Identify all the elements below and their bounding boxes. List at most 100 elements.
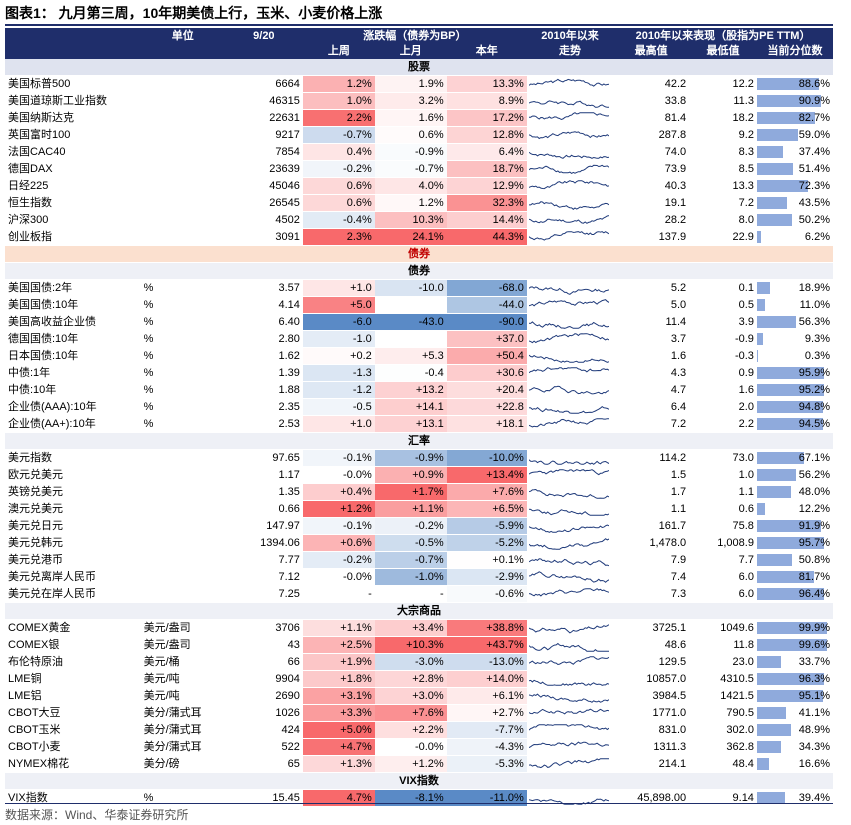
row-week-change: -1.0: [302, 330, 375, 348]
percentile-bar: [756, 197, 788, 209]
row-high: 114.2: [613, 449, 690, 467]
row-sparkline: [526, 738, 614, 756]
row-low: 13.3: [689, 177, 757, 195]
table-row: LME铝 美元/吨 2690 +3.1% +3.0% +6.1% 3984.5 1421.5 9…: [5, 687, 833, 705]
row-high: 4.3: [613, 364, 690, 382]
row-week-change: -1.2: [302, 381, 375, 399]
percentile-value: 50.8%: [798, 554, 830, 566]
row-low: 2.2: [689, 415, 757, 433]
percentile-bar: [756, 333, 764, 345]
row-ytd-change: -7.7%: [446, 721, 527, 739]
row-ytd-change: +14.0%: [446, 670, 527, 688]
percentile-value: 95.9%: [798, 367, 830, 379]
row-week-change: -0.2%: [302, 160, 375, 178]
row-percentile: 99.6%: [756, 636, 833, 654]
section-header: VIX指数: [5, 772, 833, 790]
row-percentile: 91.9%: [756, 517, 833, 535]
row-sparkline: [526, 75, 614, 93]
percentile-value: 96.3%: [798, 673, 830, 685]
row-week-change: +4.7%: [302, 738, 375, 756]
percentile-value: 81.7%: [798, 571, 830, 583]
header-low: 最低值: [689, 44, 757, 59]
row-value: 2.80: [224, 330, 303, 348]
row-percentile: 96.4%: [756, 585, 833, 603]
table-row: 美国国债:2年% 3.57 +1.0 -10.0 -68.0 5.2 0.1 18.9%: [5, 279, 833, 297]
row-percentile: 34.3%: [756, 738, 833, 756]
row-unit: [140, 551, 225, 569]
section-title: 汇率: [5, 432, 833, 450]
row-low: 1421.5: [689, 687, 757, 705]
percentile-value: 43.5%: [798, 197, 830, 209]
row-high: 28.2: [613, 211, 690, 229]
row-unit: [140, 228, 225, 246]
footer-rule: [5, 803, 833, 804]
row-value: 3706: [224, 619, 303, 637]
row-value: 1.35: [224, 483, 303, 501]
row-sparkline: [526, 551, 614, 569]
row-percentile: 33.7%: [756, 653, 833, 671]
row-name: 欧元兑美元: [5, 466, 141, 484]
percentile-bar: [756, 299, 765, 311]
header-unit: 单位: [140, 28, 225, 44]
row-ytd-change: -44.0: [446, 296, 527, 314]
table-body: 股票 美国标普500 6664 1.2% 1.9% 13.3% 42.2 12.2 88.6% 美…: [5, 59, 833, 807]
table-row: COMEX银 美元/盎司 43 +2.5% +10.3% +43.7% 48.6 11.8 99…: [5, 636, 833, 654]
percentile-value: 95.2%: [798, 384, 830, 396]
percentile-bar: [756, 112, 815, 124]
section-header: 股票: [5, 59, 833, 76]
row-unit: %: [140, 364, 225, 382]
row-high: 7.2: [613, 415, 690, 433]
table-row: COMEX黄金 美元/盎司 3706 +1.1% +3.4% +38.8% 3725.1 10…: [5, 619, 833, 637]
header-last-week: 上周: [302, 44, 375, 59]
row-month-change: -0.2%: [374, 517, 447, 535]
row-high: 1311.3: [613, 738, 690, 756]
row-percentile: 37.4%: [756, 143, 833, 161]
row-high: 48.6: [613, 636, 690, 654]
row-unit: [140, 160, 225, 178]
section-title: VIX指数: [5, 772, 833, 790]
source-note: 数据来源：Wind、华泰证券研究所: [5, 808, 189, 822]
row-name: 法国CAC40: [5, 143, 141, 161]
percentile-value: 39.4%: [798, 792, 830, 804]
row-high: 74.0: [613, 143, 690, 161]
row-name: 布伦特原油: [5, 653, 141, 671]
row-ytd-change: +22.8: [446, 398, 527, 416]
row-sparkline: [526, 755, 614, 773]
row-ytd-change: +20.4: [446, 381, 527, 399]
row-high: 45,898.00: [613, 789, 690, 807]
row-month-change: 1.9%: [374, 75, 447, 93]
percentile-bar: [756, 231, 762, 243]
row-week-change: +1.0: [302, 279, 375, 297]
row-low: 4310.5: [689, 670, 757, 688]
row-high: 1771.0: [613, 704, 690, 722]
table-row: LME铜 美元/吨 9904 +1.8% +2.8% +14.0% 10857.0 4310.…: [5, 670, 833, 688]
percentile-bar: [756, 792, 785, 804]
row-high: 1,478.0: [613, 534, 690, 552]
percentile-value: 0.3%: [804, 350, 830, 362]
percentile-value: 41.1%: [798, 707, 830, 719]
row-value: 1394.06: [224, 534, 303, 552]
row-month-change: 24.1%: [374, 228, 447, 246]
row-name: COMEX黄金: [5, 619, 141, 637]
row-low: -0.9: [689, 330, 757, 348]
row-sparkline: [526, 585, 614, 603]
row-name: 企业债(AA+):10年: [5, 415, 141, 433]
header-since2010: 2010年以来: [526, 28, 614, 44]
market-table: 单位 9/20 涨跌幅（债券为BP） 2010年以来 2010年以来表现（股指为…: [5, 28, 833, 807]
row-sparkline: [526, 687, 614, 705]
row-sparkline: [526, 517, 614, 535]
row-percentile: 50.2%: [756, 211, 833, 229]
row-value: 0.66: [224, 500, 303, 518]
percentile-bar: [756, 452, 804, 464]
row-month-change: 0.6%: [374, 126, 447, 144]
row-high: 3984.5: [613, 687, 690, 705]
row-name: 德国国债:10年: [5, 330, 141, 348]
row-week-change: 0.6%: [302, 194, 375, 212]
section-title: 债券: [5, 262, 833, 280]
row-month-change: -8.1%: [374, 789, 447, 807]
table-row: 美元兑韩元 1394.06 +0.6% -0.5% -5.2% 1,478.0 1,008.…: [5, 534, 833, 552]
row-value: 2.35: [224, 398, 303, 416]
row-week-change: -0.4%: [302, 211, 375, 229]
row-low: 1049.6: [689, 619, 757, 637]
row-value: 7.12: [224, 568, 303, 586]
